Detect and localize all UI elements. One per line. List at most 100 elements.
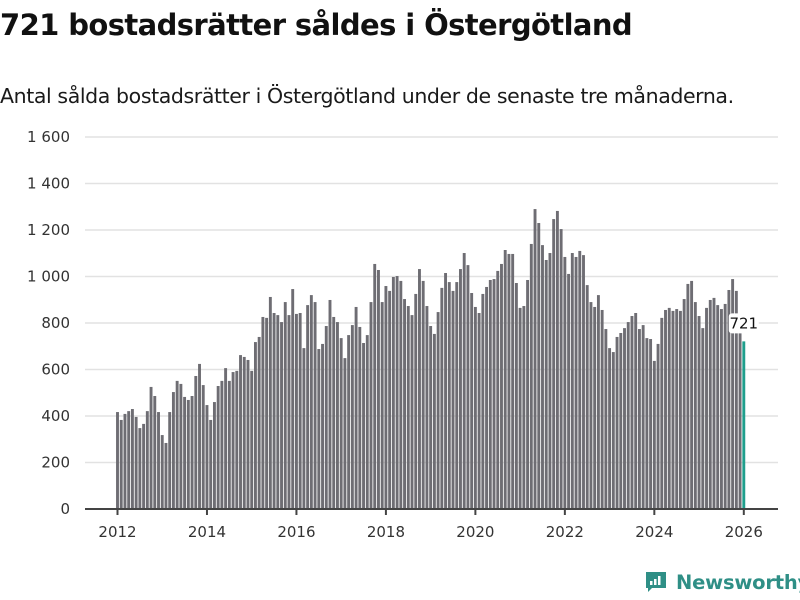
bar	[257, 336, 261, 509]
bar	[373, 263, 377, 509]
brand-name: Newsworthy	[676, 570, 800, 594]
bar	[138, 428, 142, 509]
latest-value-label: 721	[729, 314, 758, 332]
bar	[432, 333, 436, 509]
bar	[682, 299, 686, 509]
bar	[634, 313, 638, 509]
bar	[656, 343, 660, 509]
bar	[246, 359, 250, 509]
bar	[645, 338, 649, 509]
bar	[183, 396, 187, 509]
bar	[380, 302, 384, 509]
bar	[403, 299, 406, 509]
bar	[459, 269, 462, 509]
bar	[339, 338, 343, 509]
y-tick-label: 800	[41, 314, 70, 332]
bar	[388, 290, 392, 509]
bar	[116, 412, 119, 509]
bar	[555, 210, 559, 509]
bar	[391, 276, 395, 509]
bar	[324, 326, 328, 509]
bar	[384, 286, 388, 509]
bar	[280, 322, 283, 509]
bar	[630, 316, 634, 509]
bar	[343, 358, 347, 509]
bar	[652, 360, 656, 509]
bar	[130, 409, 134, 509]
bar	[619, 333, 623, 509]
bar	[734, 290, 738, 509]
bar	[168, 412, 172, 509]
bar	[623, 328, 626, 509]
bar	[447, 282, 451, 509]
bar	[712, 297, 716, 509]
y-tick-label: 600	[41, 361, 70, 379]
bar	[582, 255, 585, 509]
bar	[667, 307, 671, 509]
bar	[354, 306, 358, 509]
bar	[716, 305, 720, 509]
chart-subtitle: Antal sålda bostadsrätter i Östergötland…	[0, 84, 734, 108]
bar	[686, 283, 690, 509]
bar	[406, 306, 410, 509]
bar	[127, 411, 131, 509]
bar	[585, 285, 589, 509]
bar	[578, 250, 582, 509]
bar	[451, 290, 455, 509]
bar	[697, 316, 701, 509]
bar	[514, 283, 518, 509]
bar	[291, 289, 295, 509]
bar	[541, 245, 544, 510]
bar	[220, 380, 224, 509]
bar	[518, 307, 522, 509]
bar	[298, 313, 302, 509]
bar	[507, 253, 511, 509]
bar	[313, 302, 317, 509]
bar	[164, 442, 168, 509]
bar	[481, 293, 485, 509]
bar	[522, 306, 526, 509]
bar	[738, 328, 742, 509]
bar	[235, 370, 239, 509]
bar	[253, 342, 257, 509]
bar	[567, 273, 571, 509]
bar	[693, 302, 697, 509]
bar	[336, 322, 339, 509]
bar	[488, 279, 492, 509]
bar-chart-speech-bubble-icon	[646, 572, 666, 592]
bar	[377, 269, 380, 509]
bar	[123, 413, 127, 509]
bar	[410, 315, 414, 509]
bar	[347, 335, 351, 509]
y-tick-label: 400	[41, 407, 70, 425]
bar	[671, 310, 675, 509]
bar	[723, 303, 727, 509]
bar	[287, 315, 291, 509]
y-tick-label: 1 600	[27, 128, 70, 146]
bar	[462, 253, 466, 509]
bar	[369, 302, 373, 509]
bar	[302, 348, 306, 509]
bar	[727, 289, 731, 509]
bar	[690, 280, 694, 509]
bar	[306, 305, 310, 509]
x-tick-label: 2014	[188, 523, 226, 541]
x-tick-label: 2018	[367, 523, 405, 541]
bar	[149, 386, 153, 509]
newsworthy-logo[interactable]: Newsworthy	[644, 570, 800, 594]
bar	[492, 279, 496, 509]
bar	[362, 343, 365, 509]
bar	[429, 326, 433, 509]
bar	[205, 405, 209, 509]
bar	[503, 250, 507, 509]
x-tick-label: 2026	[725, 523, 763, 541]
bar	[119, 419, 123, 509]
bar	[604, 329, 608, 509]
bar	[649, 339, 653, 509]
bar	[705, 307, 708, 509]
bar	[395, 276, 399, 509]
bar	[533, 209, 537, 509]
bar	[321, 343, 324, 509]
bar	[201, 385, 205, 509]
